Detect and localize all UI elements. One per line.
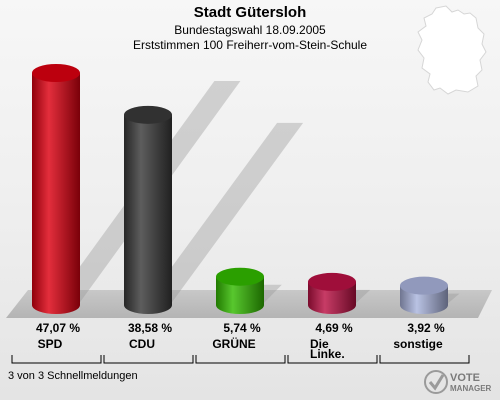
chart-title: Stadt Gütersloh [193,4,307,21]
category-bracket [11,355,102,364]
category-bracket [287,355,378,364]
category-label: GRÜNE [212,336,255,351]
checkmark-icon [424,370,448,394]
bar-body [308,281,356,314]
bar-body [216,276,264,314]
bar-top [400,276,448,295]
logo-text-vote: VOTE [450,372,480,384]
category-label: sonstige [393,337,443,351]
bar-body [124,114,172,314]
value-label: 5,74 % [223,321,261,335]
bar-cdu [124,105,172,314]
value-label: 4,69 % [315,321,353,335]
bar-top [32,64,80,82]
bar-top [124,105,172,124]
category-bracket [379,355,470,364]
logo-text-manager: MANAGER [450,384,492,393]
category-bracket [195,355,286,364]
value-label: 38,58 % [128,321,172,335]
bar-gr-ne [216,267,264,314]
category-bracket [103,355,194,364]
report-status: 3 von 3 Schnellmeldungen [8,370,138,382]
value-label: 47,07 % [36,321,80,335]
bar-top [216,267,264,286]
category-label: Die [310,337,329,351]
bar-body [32,73,80,314]
election-subtitle: Bundestagswahl 18.09.2005 [174,23,326,37]
value-label: 3,92 % [407,321,445,335]
bar-sonstige [400,276,448,314]
bar-die-linke- [308,272,356,314]
category-label: CDU [129,337,155,351]
bar-spd [32,64,80,314]
ballot-subtitle: Erststimmen 100 Freiherr-vom-Stein-Schul… [132,38,368,52]
category-label: Linke. [310,347,345,361]
vote-manager-logo: VOTE MANAGER [424,370,492,394]
category-label: SPD [38,337,63,351]
bar-top [308,272,356,291]
bar-shadow [144,122,304,305]
germany-map-icon [417,5,487,95]
